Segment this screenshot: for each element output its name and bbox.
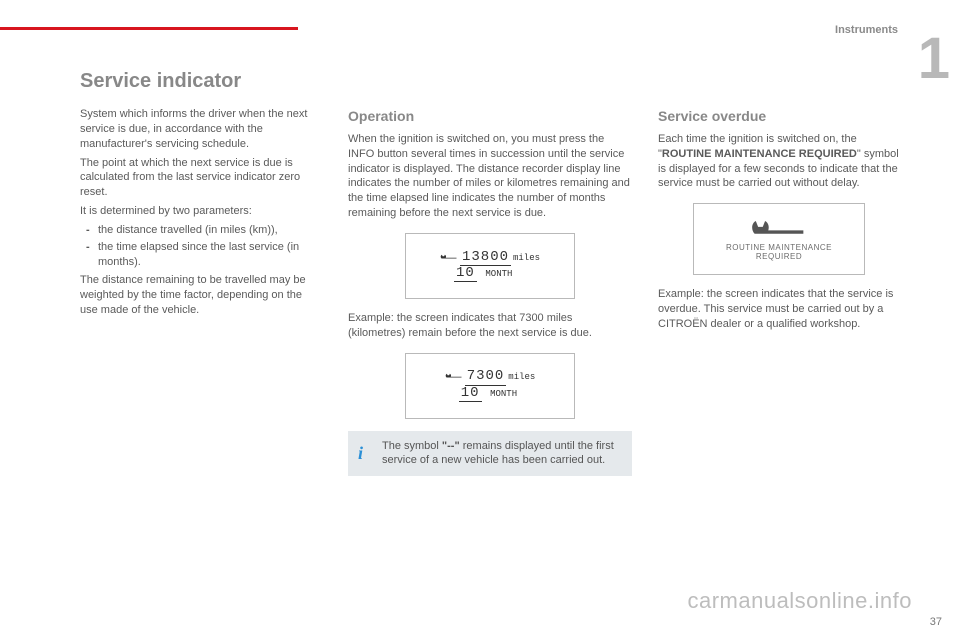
intro-p2: The point at which the next service is d… — [80, 156, 322, 201]
miles-unit: miles — [508, 372, 535, 382]
maint-line1: ROUTINE MAINTENANCE — [726, 243, 832, 252]
overdue-p1b: ROUTINE MAINTENANCE REQUIRED — [662, 148, 857, 160]
maint-line2: REQUIRED — [756, 252, 802, 261]
maintenance-text: ROUTINE MAINTENANCE REQUIRED — [726, 243, 832, 262]
display-inner: 13800miles 10 MONTH — [440, 250, 540, 283]
col-right: Service overdue Each time the ignition i… — [658, 107, 900, 476]
maintenance-box: ROUTINE MAINTENANCE REQUIRED — [693, 203, 865, 275]
accent-bar — [0, 27, 298, 30]
info-text-pre: The symbol — [382, 440, 442, 452]
columns: System which informs the driver when the… — [80, 107, 900, 476]
chapter-number: 1 — [918, 30, 950, 88]
months-value: 10 — [454, 266, 477, 282]
intro-p3: It is determined by two parameters: — [80, 204, 322, 219]
page-content: Service indicator System which informs t… — [80, 70, 900, 610]
page-number: 37 — [930, 616, 942, 628]
months-unit: MONTH — [485, 269, 512, 279]
operation-p2: Example: the screen indicates that 7300 … — [348, 311, 632, 341]
display-box-2: 7300miles 10 MONTH — [405, 353, 575, 419]
overdue-p2: Example: the screen indicates that the s… — [658, 287, 900, 332]
display-inner: 7300miles 10 MONTH — [445, 369, 536, 402]
miles-value: 13800 — [460, 250, 511, 266]
intro-p4: The distance remaining to be travelled m… — [80, 273, 322, 318]
list-item: the distance travelled (in miles (km)), — [80, 223, 322, 238]
wrench-icon — [750, 217, 808, 239]
col-left: System which informs the driver when the… — [80, 107, 322, 476]
wrench-icon — [440, 252, 458, 262]
section-label: Instruments — [835, 24, 898, 36]
wrench-icon — [445, 371, 463, 381]
months-value: 10 — [459, 386, 482, 402]
col-middle: Operation When the ignition is switched … — [348, 107, 632, 476]
miles-unit: miles — [513, 253, 540, 263]
intro-p1: System which informs the driver when the… — [80, 107, 322, 152]
info-symbol: "--" — [442, 440, 460, 452]
operation-heading: Operation — [348, 107, 632, 126]
bullet-list: the distance travelled (in miles (km)), … — [80, 223, 322, 270]
operation-p1: When the ignition is switched on, you mu… — [348, 132, 632, 221]
miles-value: 7300 — [465, 369, 507, 385]
page-title: Service indicator — [80, 70, 900, 93]
info-icon: i — [358, 441, 363, 465]
info-box: i The symbol "--" remains displayed unti… — [348, 431, 632, 477]
overdue-heading: Service overdue — [658, 107, 900, 126]
months-unit: MONTH — [490, 389, 517, 399]
list-item: the time elapsed since the last service … — [80, 240, 322, 270]
overdue-p1: Each time the ignition is switched on, t… — [658, 132, 900, 191]
display-box-1: 13800miles 10 MONTH — [405, 233, 575, 299]
